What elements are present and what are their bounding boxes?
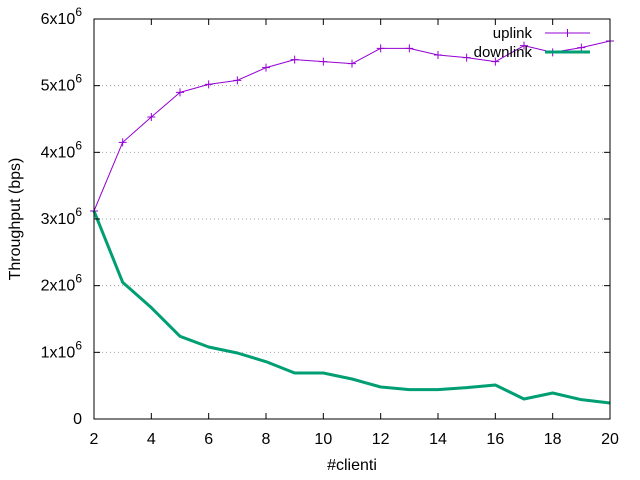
- legend: uplink downlink: [474, 25, 590, 61]
- y-axis-label: Throughput (bps): [7, 158, 24, 281]
- data-point-uplink: [577, 43, 586, 52]
- y-tick-label: 4x106: [41, 138, 83, 161]
- plot-frame: [93, 18, 611, 420]
- axis-ticks: 0 1x106 2x106 3x106 4x106 5x106 6x106 2 4 6 8 10 12 1…: [41, 5, 619, 448]
- x-axis-label: #clienti: [327, 457, 377, 474]
- data-point-uplink: [520, 41, 528, 50]
- data-point-uplink: [233, 76, 242, 85]
- x-tick-label: 6: [204, 431, 213, 448]
- data-point-uplink: [262, 63, 270, 72]
- data-point-uplink: [376, 44, 385, 53]
- x-tick-label: 8: [262, 431, 271, 448]
- y-tick-label: 6x106: [41, 5, 83, 28]
- data-point-uplink: [491, 57, 500, 66]
- x-tick-label: 4: [147, 431, 156, 448]
- series-line-downlink: [92, 210, 611, 405]
- x-tick-label: 16: [486, 431, 504, 448]
- data-point-uplink: [290, 55, 299, 64]
- legend-label-uplink: uplink: [493, 25, 533, 42]
- data-point-uplink: [147, 113, 156, 121]
- data-point-uplink: [348, 59, 356, 68]
- y-tick-label: 2x106: [41, 272, 83, 295]
- legend-label-downlink: downlink: [474, 44, 533, 61]
- x-tick-label: 18: [544, 431, 562, 448]
- x-tick-label: 10: [314, 431, 332, 448]
- legend-marker-uplink: [563, 29, 572, 37]
- x-tick-label: 12: [372, 431, 390, 448]
- plot-area: [90, 37, 614, 405]
- grid-lines: [94, 85, 610, 353]
- data-point-uplink: [204, 80, 213, 89]
- y-tick-label: 0: [73, 411, 82, 428]
- x-tick-label: 20: [601, 431, 619, 448]
- x-tick-label: 14: [429, 431, 447, 448]
- y-tick-label: 3x106: [41, 205, 83, 228]
- y-tick-label: 5x106: [41, 72, 83, 95]
- data-point-uplink: [462, 53, 471, 62]
- data-point-uplink: [405, 44, 414, 53]
- x-tick-label: 2: [90, 431, 99, 448]
- data-point-uplink: [434, 51, 442, 59]
- y-tick-label: 1x106: [41, 338, 83, 361]
- data-point-uplink: [176, 88, 184, 97]
- data-point-uplink: [118, 138, 127, 147]
- data-point-uplink: [319, 57, 328, 66]
